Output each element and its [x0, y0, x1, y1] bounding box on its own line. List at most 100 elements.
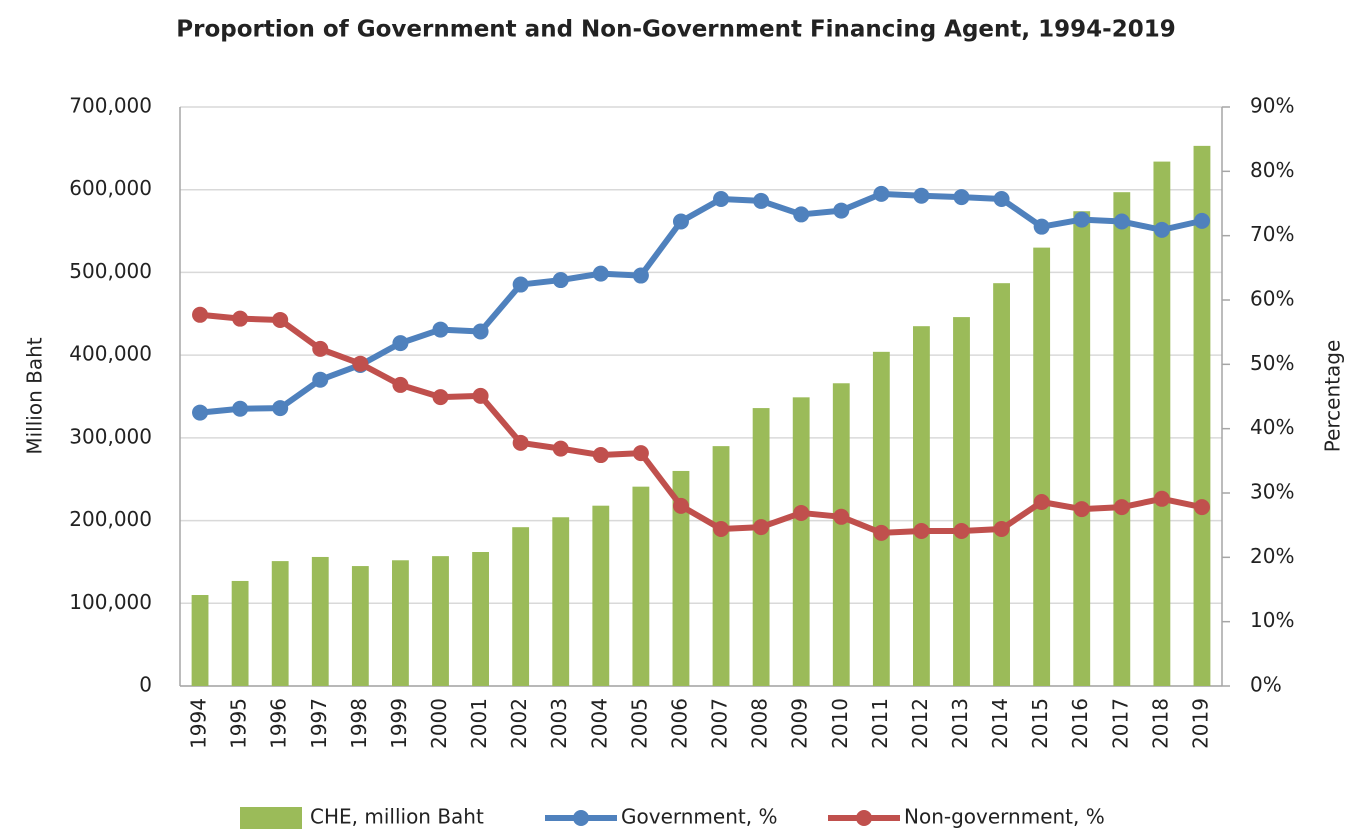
marker	[312, 371, 329, 388]
y-tick-label: 100,000	[69, 590, 152, 614]
y2-axis-title: Percentage	[1321, 340, 1345, 453]
bar	[351, 566, 369, 686]
marker	[592, 265, 609, 282]
bar	[792, 397, 810, 686]
marker	[753, 192, 770, 209]
y-tick-label: 400,000	[69, 342, 152, 366]
bar	[993, 283, 1010, 686]
bar	[512, 527, 530, 686]
marker	[312, 340, 329, 357]
marker	[432, 321, 449, 338]
bar	[752, 408, 770, 686]
bar	[913, 326, 930, 686]
x-tick-label: 2014	[988, 698, 1012, 749]
x-tick-label: 2016	[1068, 698, 1092, 749]
marker	[232, 310, 249, 327]
bar	[472, 552, 489, 686]
bar	[231, 580, 249, 686]
bar	[592, 505, 610, 686]
x-tick-label: 2001	[467, 698, 491, 749]
marker	[913, 187, 930, 204]
y2-tick-label: 10%	[1250, 608, 1294, 632]
bar	[392, 560, 409, 686]
y2-tick-label: 30%	[1250, 480, 1294, 504]
marker	[592, 447, 609, 464]
y-tick-label: 600,000	[69, 176, 152, 200]
x-tick-label: 2011	[868, 698, 892, 749]
marker	[552, 272, 569, 289]
marker	[753, 519, 770, 536]
legend-label: CHE, million Baht	[310, 805, 484, 829]
marker	[632, 267, 649, 284]
marker	[192, 306, 209, 323]
legend-label: Government, %	[621, 805, 777, 829]
y-axis-title: Million Baht	[23, 337, 47, 454]
x-tick-label: 2009	[788, 698, 812, 749]
marker	[953, 189, 970, 206]
marker	[793, 504, 810, 521]
y2-tick-label: 60%	[1250, 287, 1294, 311]
marker	[672, 213, 689, 230]
bar	[311, 556, 329, 686]
marker	[672, 497, 689, 514]
y2-tick-label: 0%	[1250, 673, 1282, 697]
marker	[913, 522, 930, 539]
x-tick-label: 2013	[948, 698, 972, 749]
marker	[352, 355, 369, 372]
marker	[272, 311, 289, 328]
marker	[432, 389, 449, 406]
marker	[1033, 494, 1050, 511]
marker	[833, 508, 850, 525]
bar	[832, 383, 850, 686]
marker	[1033, 218, 1050, 235]
x-tick-label: 2012	[908, 698, 932, 749]
line	[199, 190, 1203, 416]
marker	[512, 434, 529, 451]
marker	[1073, 501, 1090, 518]
x-tick-label: 2007	[708, 698, 732, 749]
bar	[872, 351, 890, 686]
x-tick-label: 2000	[427, 698, 451, 749]
x-tick-label: 2003	[547, 698, 571, 749]
marker	[392, 376, 409, 393]
marker	[272, 400, 289, 417]
bar	[953, 317, 970, 686]
x-tick-label: 1998	[347, 698, 371, 749]
marker	[713, 190, 730, 207]
line	[199, 311, 1203, 536]
marker	[793, 206, 810, 223]
bar	[432, 556, 449, 686]
marker	[1193, 212, 1210, 229]
bar	[191, 595, 209, 686]
marker	[1113, 213, 1130, 230]
marker	[873, 185, 890, 202]
marker	[713, 521, 730, 538]
bar	[1153, 161, 1171, 686]
bar	[1113, 192, 1131, 686]
bar	[672, 470, 690, 686]
marker	[632, 445, 649, 462]
x-tick-label: 2008	[748, 698, 772, 749]
bar	[271, 561, 289, 686]
marker	[993, 190, 1010, 207]
bar	[552, 517, 570, 686]
x-tick-label: 2002	[507, 698, 531, 749]
bar	[712, 446, 730, 686]
x-tick-label: 2018	[1148, 698, 1172, 749]
marker	[1153, 490, 1170, 507]
y2-tick-label: 90%	[1250, 94, 1294, 118]
bar	[1073, 211, 1091, 686]
y2-tick-label: 40%	[1250, 415, 1294, 439]
y-tick-label: 200,000	[69, 507, 152, 531]
x-tick-label: 1994	[187, 698, 211, 749]
bar	[632, 486, 650, 686]
marker	[1153, 221, 1170, 238]
marker	[1193, 499, 1210, 516]
y2-tick-label: 20%	[1250, 544, 1294, 568]
marker	[472, 323, 489, 340]
x-tick-label: 2005	[627, 698, 651, 749]
x-tick-label: 2010	[828, 698, 852, 749]
x-tick-label: 1999	[387, 698, 411, 749]
y-tick-label: 500,000	[69, 259, 152, 283]
